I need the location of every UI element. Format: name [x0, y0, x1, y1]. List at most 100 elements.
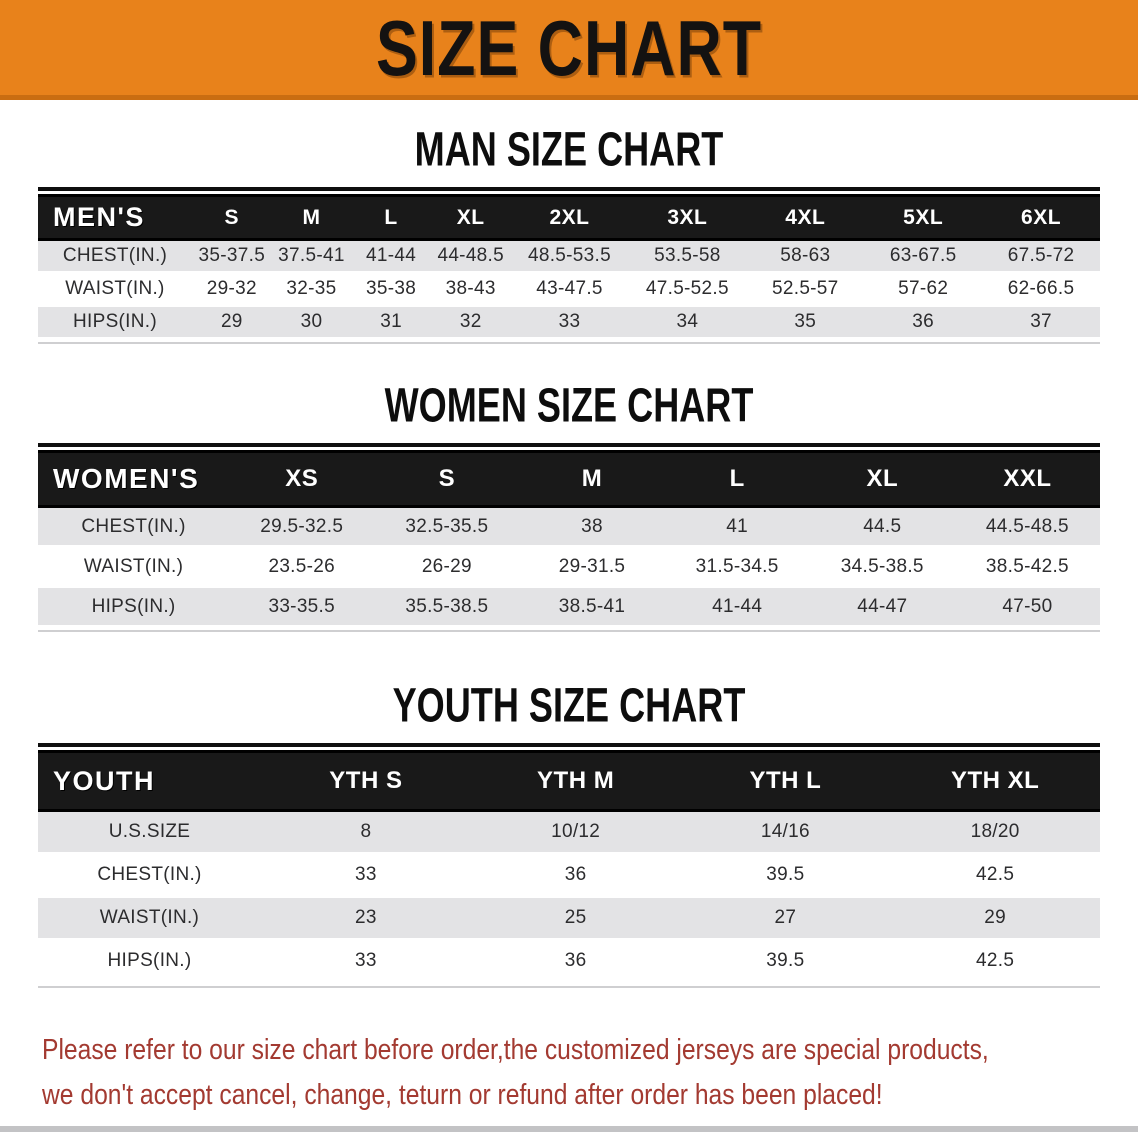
size-cell: 47.5-52.5 [628, 274, 747, 307]
section-heading: YOUTH SIZE CHART [392, 677, 746, 733]
row-label: CHEST(IN.) [38, 855, 262, 898]
size-cell: 26-29 [374, 548, 520, 588]
row-label: CHEST(IN.) [38, 508, 230, 548]
size-cell: 29.5-32.5 [229, 508, 375, 548]
size-cell: 8 [261, 812, 471, 855]
banner: SIZE CHART [0, 0, 1138, 100]
column-header: M [271, 194, 352, 241]
size-table-header-row: WOMEN'S XS S M L XL XXL [38, 450, 1100, 508]
size-cell: 37.5-41 [271, 241, 352, 274]
size-cell: 38.5-41 [519, 588, 665, 628]
order-notice-line-2: we don't accept cancel, change, teturn o… [42, 1079, 883, 1112]
size-cell: 39.5 [680, 941, 891, 984]
column-header: L [351, 194, 431, 241]
men-size-chart-section: MAN SIZE CHART MEN'S S M L XL 2XL 3XL 4XL 5XL 6XL… [38, 122, 1100, 344]
column-header: 3XL [628, 194, 747, 241]
size-cell: 52.5-57 [746, 274, 865, 307]
order-notice: Please refer to our size chart before or… [2, 1028, 1138, 1118]
size-cell: 44-48.5 [430, 241, 511, 274]
row-label: WAIST(IN.) [38, 548, 230, 588]
column-header: 5XL [864, 194, 983, 241]
size-cell: 30 [271, 307, 352, 340]
size-cell: 57-62 [864, 274, 983, 307]
table-row: WAIST(IN.) 23 25 27 29 [38, 898, 1100, 941]
youth-size-chart-section: YOUTH SIZE CHART YOUTH YTH S YTH M YTH L YTH… [38, 678, 1100, 988]
women-corner-label: WOMEN'S [38, 450, 230, 508]
size-cell: 29 [191, 307, 272, 340]
size-cell: 29-31.5 [519, 548, 665, 588]
size-cell: 35-38 [351, 274, 431, 307]
size-cell: 67.5-72 [982, 241, 1100, 274]
size-cell: 48.5-53.5 [510, 241, 629, 274]
size-cell: 44.5-48.5 [954, 508, 1100, 548]
size-cell: 35.5-38.5 [374, 588, 520, 628]
size-cell: 42.5 [890, 855, 1100, 898]
size-cell: 36 [470, 855, 681, 898]
size-table-header-row: YOUTH YTH S YTH M YTH L YTH XL [38, 750, 1100, 812]
row-label: HIPS(IN.) [38, 941, 262, 984]
size-cell: 32-35 [271, 274, 352, 307]
size-cell: 10/12 [470, 812, 681, 855]
column-header: 2XL [510, 194, 629, 241]
column-header: XL [809, 450, 955, 508]
column-header: M [519, 450, 665, 508]
table-row: HIPS(IN.) 33-35.5 35.5-38.5 38.5-41 41-44 44-… [38, 588, 1100, 628]
size-cell: 34.5-38.5 [809, 548, 955, 588]
size-cell: 35-37.5 [191, 241, 272, 274]
column-header: XXL [954, 450, 1100, 508]
size-cell: 18/20 [890, 812, 1100, 855]
column-header: YTH XL [890, 750, 1100, 812]
column-header: YTH L [680, 750, 891, 812]
size-cell: 44-47 [809, 588, 955, 628]
column-header: XL [430, 194, 511, 241]
size-cell: 38 [519, 508, 665, 548]
size-cell: 41-44 [664, 588, 810, 628]
row-label: WAIST(IN.) [38, 898, 262, 941]
table-row: WAIST(IN.) 23.5-26 26-29 29-31.5 31.5-34.5 34… [38, 548, 1100, 588]
size-cell: 36 [470, 941, 681, 984]
row-label: CHEST(IN.) [38, 241, 192, 274]
size-cell: 41 [664, 508, 810, 548]
size-cell: 38-43 [430, 274, 511, 307]
size-cell: 31.5-34.5 [664, 548, 810, 588]
table-row: CHEST(IN.) 33 36 39.5 42.5 [38, 855, 1100, 898]
table-row: CHEST(IN.) 29.5-32.5 32.5-35.5 38 41 44.5 44.5… [38, 508, 1100, 548]
size-cell: 37 [982, 307, 1100, 340]
size-cell: 41-44 [351, 241, 431, 274]
size-cell: 38.5-42.5 [954, 548, 1100, 588]
women-size-table: WOMEN'S XS S M L XL XXL CHEST(IN.) 29.5-32.5 32.… [38, 443, 1100, 632]
table-row: HIPS(IN.) 29 30 31 32 33 34 35 36 37 [38, 307, 1100, 340]
size-cell: 29 [890, 898, 1100, 941]
size-cell: 25 [470, 898, 681, 941]
size-cell: 32 [430, 307, 511, 340]
table-row: WAIST(IN.) 29-32 32-35 35-38 38-43 43-47.5 47.… [38, 274, 1100, 307]
women-size-chart-section: WOMEN SIZE CHART WOMEN'S XS S M L XL XXL CHEST… [38, 378, 1100, 632]
order-notice-line-1: Please refer to our size chart before or… [42, 1034, 989, 1067]
size-cell: 23.5-26 [229, 548, 375, 588]
size-cell: 58-63 [746, 241, 865, 274]
youth-size-table: YOUTH YTH S YTH M YTH L YTH XL U.S.SIZE 8 10/1… [38, 743, 1100, 988]
table-row: HIPS(IN.) 33 36 39.5 42.5 [38, 941, 1100, 984]
column-header: S [191, 194, 272, 241]
size-cell: 31 [351, 307, 431, 340]
size-cell: 35 [746, 307, 865, 340]
column-header: S [374, 450, 520, 508]
size-cell: 33-35.5 [229, 588, 375, 628]
size-cell: 53.5-58 [628, 241, 747, 274]
size-cell: 47-50 [954, 588, 1100, 628]
column-header: XS [229, 450, 375, 508]
section-heading: WOMEN SIZE CHART [384, 377, 754, 433]
size-cell: 14/16 [680, 812, 891, 855]
youth-corner-label: YOUTH [38, 750, 262, 812]
bottom-edge-strip [0, 1126, 1138, 1132]
column-header: L [664, 450, 810, 508]
row-label: WAIST(IN.) [38, 274, 192, 307]
size-cell: 44.5 [809, 508, 955, 548]
column-header: YTH M [470, 750, 681, 812]
row-label: HIPS(IN.) [38, 307, 192, 340]
column-header: YTH S [261, 750, 471, 812]
size-cell: 34 [628, 307, 747, 340]
row-label: HIPS(IN.) [38, 588, 230, 628]
size-cell: 39.5 [680, 855, 891, 898]
